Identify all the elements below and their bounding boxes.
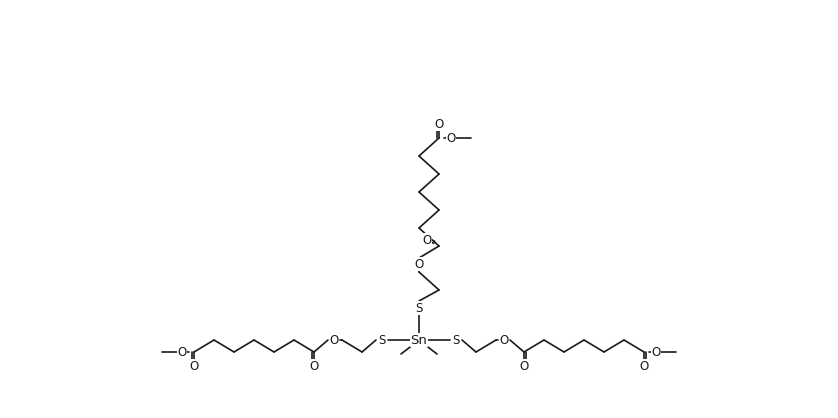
Text: O: O [329, 334, 339, 347]
Text: O: O [422, 234, 432, 247]
Text: O: O [178, 346, 187, 359]
Text: Sn: Sn [411, 334, 427, 347]
Text: O: O [434, 117, 443, 130]
Text: O: O [447, 132, 456, 145]
Text: O: O [639, 359, 649, 372]
Text: S: S [453, 334, 460, 347]
Text: O: O [414, 257, 424, 270]
Text: O: O [499, 334, 509, 347]
Text: O: O [309, 359, 318, 372]
Text: O: O [651, 346, 660, 359]
Text: S: S [416, 301, 422, 314]
Text: O: O [520, 359, 529, 372]
Text: O: O [189, 359, 199, 372]
Text: S: S [378, 334, 385, 347]
